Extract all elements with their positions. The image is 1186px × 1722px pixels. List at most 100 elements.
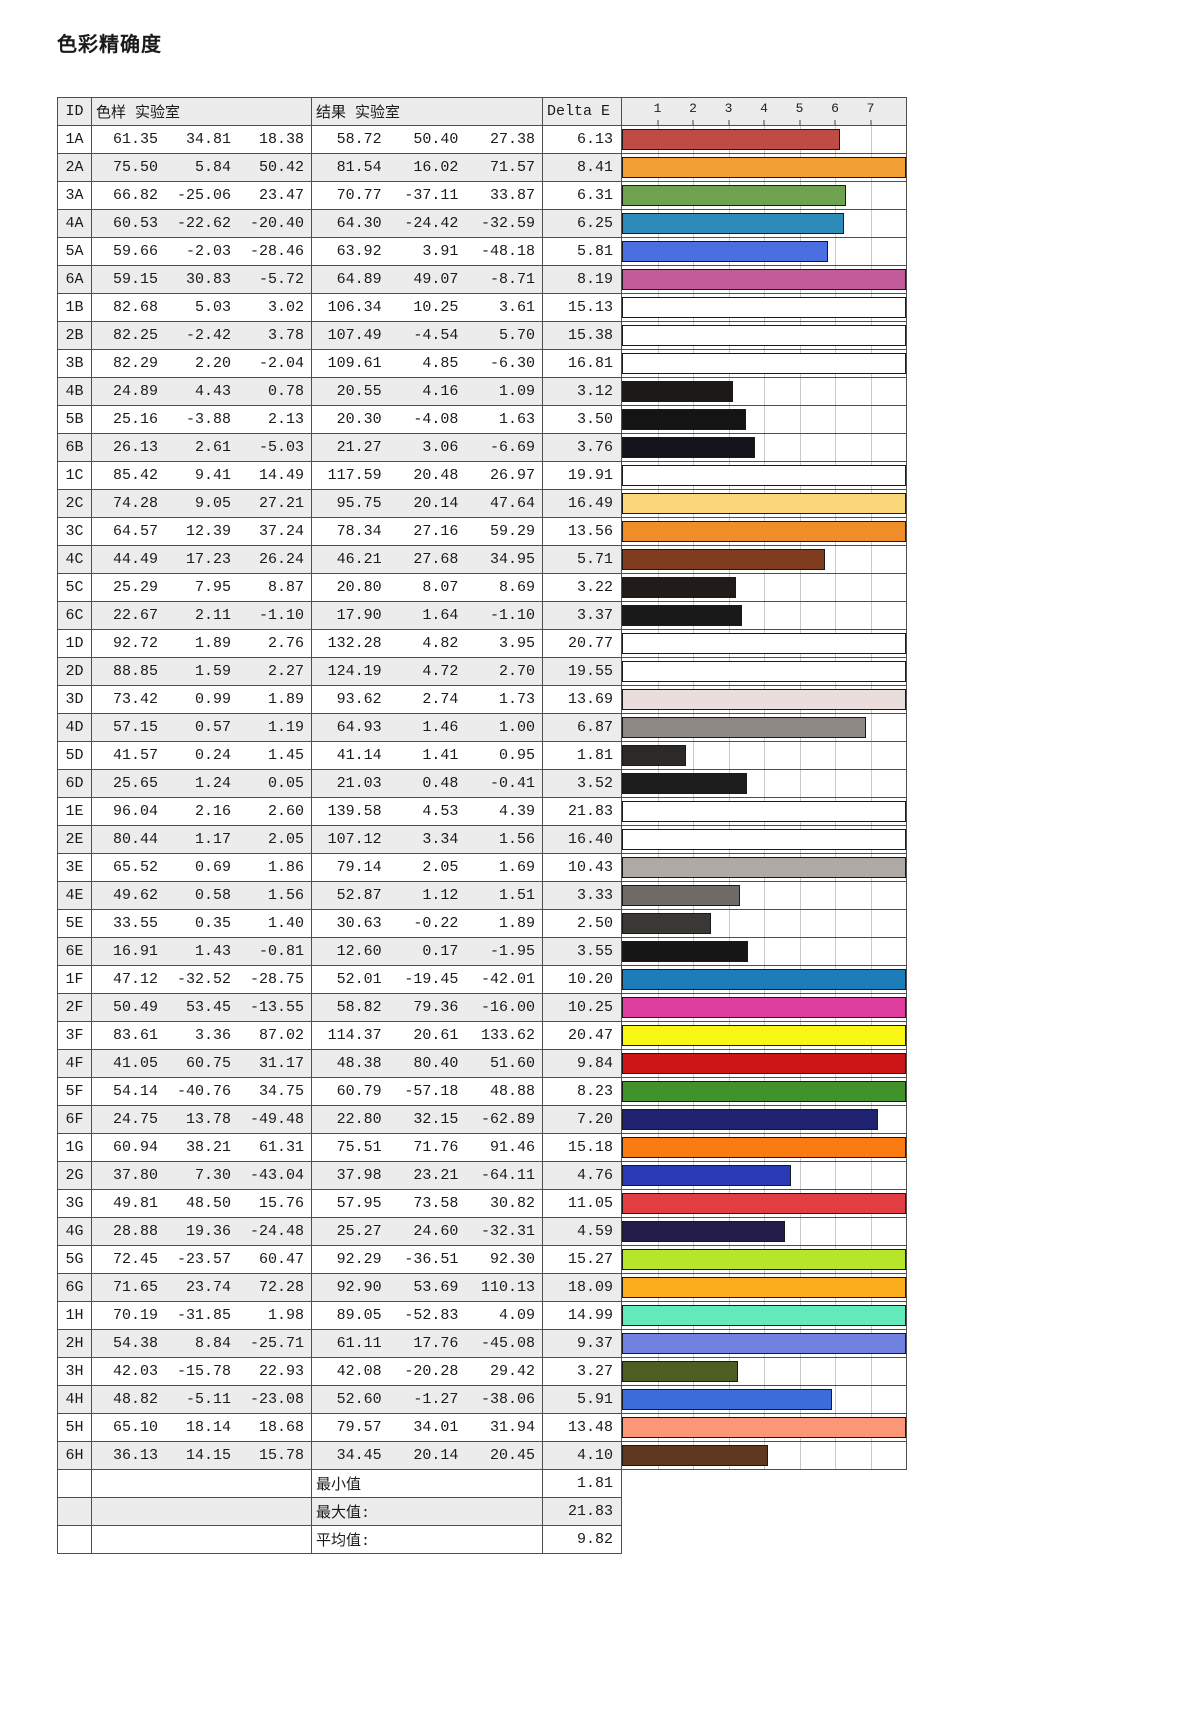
sample-lab: 61.35 34.81 18.38	[91, 125, 312, 154]
empty-chart-cell	[622, 1470, 907, 1498]
delta-e-bar	[622, 829, 906, 850]
lab-number: 4.43	[194, 383, 231, 400]
row-id: 4G	[57, 1217, 92, 1246]
sample-lab: 25.65 1.24 0.05	[91, 769, 312, 798]
lab-number: 25.29	[112, 579, 158, 596]
sample-lab-values: 36.13 14.15 15.78	[93, 1447, 311, 1464]
lab-number: 3.02	[267, 299, 304, 316]
lab-number: 4.82	[422, 635, 459, 652]
lab-number: 5.03	[194, 299, 231, 316]
sample-lab-values: 59.15 30.83 -5.72	[93, 271, 311, 288]
sample-lab-values: 44.49 17.23 26.24	[93, 551, 311, 568]
lab-number: 20.14	[413, 495, 459, 512]
lab-number: 2.05	[267, 831, 304, 848]
empty-cell	[57, 1497, 92, 1526]
lab-number: 58.72	[336, 131, 382, 148]
empty-cell	[91, 1469, 312, 1498]
sample-lab-values: 41.05 60.75 31.17	[93, 1055, 311, 1072]
lab-number: 80.40	[413, 1055, 459, 1072]
result-lab: 109.61 4.85 -6.30	[311, 349, 543, 378]
sample-lab: 44.49 17.23 26.24	[91, 545, 312, 574]
lab-number: 2.76	[267, 635, 304, 652]
lab-number: 80.44	[112, 831, 158, 848]
row-id: 5H	[57, 1413, 92, 1442]
delta-e-bar	[622, 213, 844, 234]
sample-lab: 59.15 30.83 -5.72	[91, 265, 312, 294]
delta-e-value: 16.49	[542, 489, 622, 518]
lab-number: 2.60	[267, 803, 304, 820]
table-row: 6H 36.13 14.15 15.78 34.45 20.14 20.45 4.10	[57, 1441, 907, 1470]
chart-gridline	[870, 770, 872, 797]
lab-number: 57.15	[112, 719, 158, 736]
lab-number: 47.64	[490, 495, 536, 512]
lab-number: 9.05	[194, 495, 231, 512]
sample-lab: 73.42 0.99 1.89	[91, 685, 312, 714]
delta-e-value: 20.47	[542, 1021, 622, 1050]
chart-gridline	[764, 434, 765, 461]
result-lab: 52.01 -19.45 -42.01	[311, 965, 543, 994]
lab-number: 65.10	[112, 1419, 158, 1436]
result-lab: 57.95 73.58 30.82	[311, 1189, 543, 1218]
lab-number: 1.98	[267, 1307, 304, 1324]
delta-e-value: 10.43	[542, 853, 622, 882]
result-lab-values: 78.34 27.16 59.29	[313, 523, 542, 540]
delta-e-value: 6.31	[542, 181, 622, 210]
result-lab: 107.12 3.34 1.56	[311, 825, 543, 854]
sample-lab-values: 65.10 18.14 18.68	[93, 1419, 311, 1436]
delta-e-bar-cell	[621, 461, 907, 490]
row-id: 4H	[57, 1385, 92, 1414]
lab-number: -4.54	[413, 327, 459, 344]
delta-e-bar-cell	[621, 181, 907, 210]
summary-row: 平均值: 9.82	[57, 1525, 907, 1554]
table-row: 6F 24.75 13.78 -49.48 22.80 32.15 -62.89 7.20	[57, 1105, 907, 1134]
delta-e-value: 10.25	[542, 993, 622, 1022]
lab-number: 81.54	[336, 159, 382, 176]
lab-number: -20.40	[249, 215, 304, 232]
lab-number: 85.42	[112, 467, 158, 484]
delta-e-value: 3.37	[542, 601, 622, 630]
axis-tick-mark	[799, 119, 800, 125]
lab-number: 28.88	[112, 1223, 158, 1240]
result-lab-values: 21.03 0.48 -0.41	[313, 775, 542, 792]
sample-lab-values: 22.67 2.11 -1.10	[93, 607, 311, 624]
result-lab-values: 20.30 -4.08 1.63	[313, 411, 542, 428]
lab-number: 4.39	[499, 803, 536, 820]
result-lab-values: 64.93 1.46 1.00	[313, 719, 542, 736]
delta-e-value: 16.40	[542, 825, 622, 854]
delta-e-value: 3.33	[542, 881, 622, 910]
result-lab: 22.80 32.15 -62.89	[311, 1105, 543, 1134]
sample-lab-values: 73.42 0.99 1.89	[93, 691, 311, 708]
lab-number: 50.40	[413, 131, 459, 148]
lab-number: 92.90	[336, 1279, 382, 1296]
chart-gridline	[764, 1358, 765, 1385]
row-id: 3E	[57, 853, 92, 882]
sample-lab: 37.80 7.30 -43.04	[91, 1161, 312, 1190]
lab-number: 48.82	[112, 1391, 158, 1408]
lab-number: 41.05	[112, 1055, 158, 1072]
lab-number: 8.07	[422, 579, 459, 596]
sample-lab: 26.13 2.61 -5.03	[91, 433, 312, 462]
delta-e-value: 6.25	[542, 209, 622, 238]
lab-number: 38.21	[185, 1139, 231, 1156]
sample-lab-values: 37.80 7.30 -43.04	[93, 1167, 311, 1184]
lab-number: 47.12	[112, 971, 158, 988]
table-row: 2H 54.38 8.84 -25.71 61.11 17.76 -45.08 9.37	[57, 1329, 907, 1358]
result-lab-values: 30.63 -0.22 1.89	[313, 915, 542, 932]
axis-tick-mark	[728, 119, 729, 125]
result-lab-values: 20.80 8.07 8.69	[313, 579, 542, 596]
sample-lab-values: 71.65 23.74 72.28	[93, 1279, 311, 1296]
delta-e-bar	[622, 1193, 906, 1214]
result-lab-values: 70.77 -37.11 33.87	[313, 187, 542, 204]
result-lab: 60.79 -57.18 48.88	[311, 1077, 543, 1106]
delta-e-bar	[622, 325, 906, 346]
lab-number: -2.42	[185, 327, 231, 344]
lab-number: 60.79	[336, 1083, 382, 1100]
sample-lab-values: 72.45 -23.57 60.47	[93, 1251, 311, 1268]
chart-gridline	[870, 378, 872, 405]
lab-number: 52.60	[336, 1391, 382, 1408]
result-lab: 37.98 23.21 -64.11	[311, 1161, 543, 1190]
delta-e-bar	[622, 185, 846, 206]
lab-number: 64.57	[112, 523, 158, 540]
row-id: 1D	[57, 629, 92, 658]
result-lab-values: 64.89 49.07 -8.71	[313, 271, 542, 288]
